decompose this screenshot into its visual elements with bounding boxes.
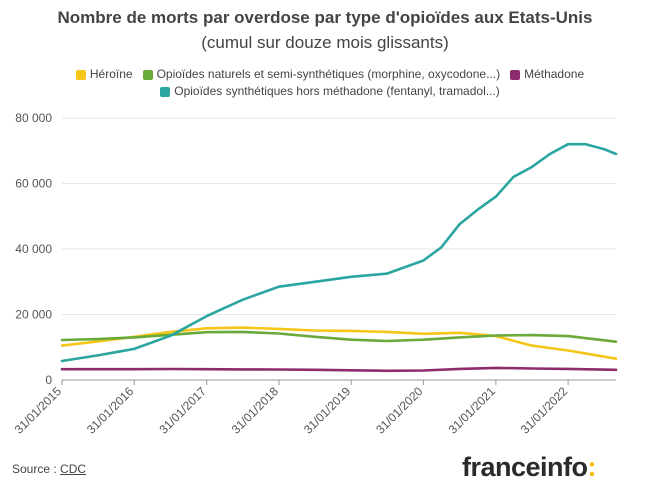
legend-row-2: Opioïdes synthétiques hors méthadone (fe…: [30, 83, 630, 100]
x-tick-label: 31/01/2018: [229, 384, 282, 437]
legend-label-synthetiques: Opioïdes synthétiques hors méthadone (fe…: [174, 84, 500, 98]
y-tick-label: 60 000: [15, 177, 52, 191]
x-tick-label: 31/01/2021: [446, 384, 499, 437]
x-tick-label: 31/01/2015: [12, 384, 65, 437]
series-line-heroine: [60, 326, 618, 361]
series-line-naturels: [60, 330, 618, 344]
x-tick-label: 31/01/2016: [84, 384, 137, 437]
legend-item-methadone: Méthadone: [510, 66, 584, 83]
logo-text: franceinfo: [462, 452, 588, 482]
x-tick-label: 31/01/2022: [518, 384, 571, 437]
source-link[interactable]: CDC: [60, 462, 87, 476]
y-tick-label: 20 000: [15, 308, 52, 322]
logo-colon: :: [587, 452, 597, 482]
source-prefix: Source :: [12, 462, 61, 476]
source-note: Source : CDC: [12, 462, 86, 476]
legend-swatch-synthetiques: [160, 86, 171, 97]
legend-row-1: Héroïne Opioïdes naturels et semi-synthé…: [30, 66, 630, 83]
chart-title: Nombre de morts par overdose par type d'…: [57, 8, 593, 27]
legend-item-heroine: Héroïne: [75, 66, 133, 83]
x-tick-label: 31/01/2017: [156, 384, 209, 437]
franceinfo-logo: franceinfo:: [462, 452, 597, 483]
chart-legend: Héroïne Opioïdes naturels et semi-synthé…: [30, 66, 630, 100]
legend-label-naturels: Opioïdes naturels et semi-synthétiques (…: [156, 67, 501, 81]
series-line-synthetiques: [60, 142, 618, 363]
chart-subtitle: (cumul sur douze mois glissants): [201, 33, 449, 52]
y-tick-label: 40 000: [15, 242, 52, 256]
y-tick-label: 0: [45, 373, 52, 387]
series-line-methadone: [60, 366, 618, 373]
legend-item-naturels: Opioïdes naturels et semi-synthétiques (…: [142, 66, 501, 83]
x-tick-label: 31/01/2020: [373, 384, 426, 437]
legend-label-methadone: Méthadone: [524, 67, 585, 81]
legend-swatch-heroine: [75, 69, 86, 80]
legend-label-heroine: Héroïne: [89, 67, 133, 81]
legend-swatch-naturels: [142, 69, 153, 80]
legend-item-synthetiques: Opioïdes synthétiques hors méthadone (fe…: [160, 83, 500, 100]
y-tick-label: 80 000: [15, 111, 52, 125]
x-tick-label: 31/01/2019: [301, 384, 354, 437]
legend-swatch-methadone: [510, 69, 521, 80]
